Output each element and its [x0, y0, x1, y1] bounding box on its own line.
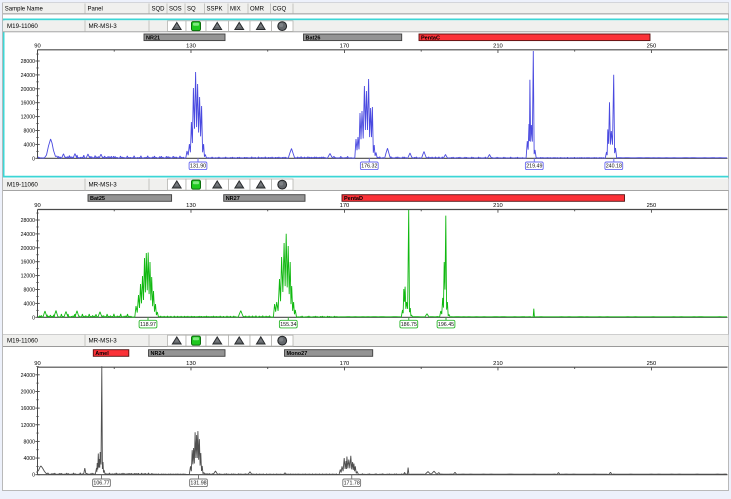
svg-text:MR-MSI-3: MR-MSI-3: [89, 338, 118, 345]
svg-text:155.34: 155.34: [280, 322, 296, 328]
svg-text:Panel: Panel: [88, 6, 103, 12]
svg-text:M19-11060: M19-11060: [7, 182, 38, 189]
svg-text:28000: 28000: [21, 218, 36, 224]
svg-text:8000: 8000: [23, 129, 35, 135]
svg-text:12000: 12000: [21, 115, 36, 121]
svg-text:170: 170: [340, 361, 350, 367]
svg-text:210: 210: [493, 203, 503, 209]
svg-text:20000: 20000: [21, 246, 36, 252]
svg-text:106.77: 106.77: [93, 481, 109, 487]
svg-text:4000: 4000: [23, 142, 35, 148]
svg-text:Amel: Amel: [95, 351, 109, 357]
svg-text:186.75: 186.75: [401, 322, 417, 328]
svg-text:170: 170: [340, 43, 350, 49]
svg-text:NR27: NR27: [226, 196, 240, 202]
svg-text:4000: 4000: [23, 456, 35, 462]
svg-text:PentaD: PentaD: [344, 196, 363, 202]
svg-text:8000: 8000: [23, 439, 35, 445]
svg-text:MR-MSI-3: MR-MSI-3: [89, 23, 118, 30]
svg-text:12000: 12000: [21, 423, 36, 429]
svg-text:20000: 20000: [21, 389, 36, 395]
svg-text:OMR: OMR: [250, 6, 265, 12]
svg-text:240.18: 240.18: [606, 164, 622, 170]
svg-text:196.45: 196.45: [438, 322, 454, 328]
svg-text:NR21: NR21: [146, 35, 160, 41]
svg-text:28000: 28000: [21, 59, 36, 65]
svg-text:8000: 8000: [23, 288, 35, 294]
svg-text:Sample Name: Sample Name: [5, 6, 44, 12]
svg-text:24000: 24000: [21, 73, 36, 79]
svg-text:CGQ: CGQ: [273, 6, 287, 12]
svg-text:0: 0: [32, 156, 35, 162]
svg-text:0: 0: [32, 315, 35, 321]
svg-text:90: 90: [34, 361, 40, 367]
svg-text:250: 250: [647, 361, 657, 367]
svg-text:250: 250: [647, 203, 657, 209]
svg-text:SQ: SQ: [187, 6, 196, 12]
svg-text:176.32: 176.32: [361, 164, 377, 170]
svg-text:131.90: 131.90: [190, 164, 206, 170]
svg-text:0: 0: [32, 473, 35, 479]
svg-text:SSPK: SSPK: [207, 6, 223, 12]
svg-text:131.98: 131.98: [190, 481, 206, 487]
svg-text:24000: 24000: [21, 232, 36, 238]
svg-text:SOS: SOS: [169, 6, 182, 12]
svg-text:130: 130: [186, 203, 196, 209]
svg-text:170: 170: [340, 203, 350, 209]
svg-text:219.49: 219.49: [526, 164, 542, 170]
svg-text:Bat26: Bat26: [306, 35, 321, 41]
svg-text:210: 210: [493, 361, 503, 367]
svg-text:Bat25: Bat25: [90, 196, 105, 202]
svg-text:20000: 20000: [21, 87, 36, 93]
svg-text:MR-MSI-3: MR-MSI-3: [89, 182, 118, 189]
svg-text:90: 90: [34, 43, 40, 49]
svg-text:Mono27: Mono27: [287, 351, 308, 357]
svg-text:130: 130: [186, 43, 196, 49]
svg-text:4000: 4000: [23, 301, 35, 307]
svg-text:250: 250: [647, 43, 657, 49]
svg-text:PentaC: PentaC: [421, 35, 440, 41]
svg-text:SQD: SQD: [152, 6, 166, 12]
svg-text:16000: 16000: [21, 406, 36, 412]
svg-text:90: 90: [34, 203, 40, 209]
svg-text:118.97: 118.97: [140, 322, 156, 328]
svg-text:24000: 24000: [21, 373, 36, 379]
svg-text:16000: 16000: [21, 260, 36, 266]
svg-text:16000: 16000: [21, 101, 36, 107]
svg-text:NR24: NR24: [151, 351, 166, 357]
svg-text:M19-11060: M19-11060: [7, 338, 38, 345]
svg-text:130: 130: [186, 361, 196, 367]
svg-text:M19-11060: M19-11060: [7, 23, 38, 30]
svg-text:171.78: 171.78: [344, 481, 360, 487]
svg-text:210: 210: [493, 43, 503, 49]
svg-text:MIX: MIX: [230, 6, 241, 12]
svg-text:12000: 12000: [21, 274, 36, 280]
